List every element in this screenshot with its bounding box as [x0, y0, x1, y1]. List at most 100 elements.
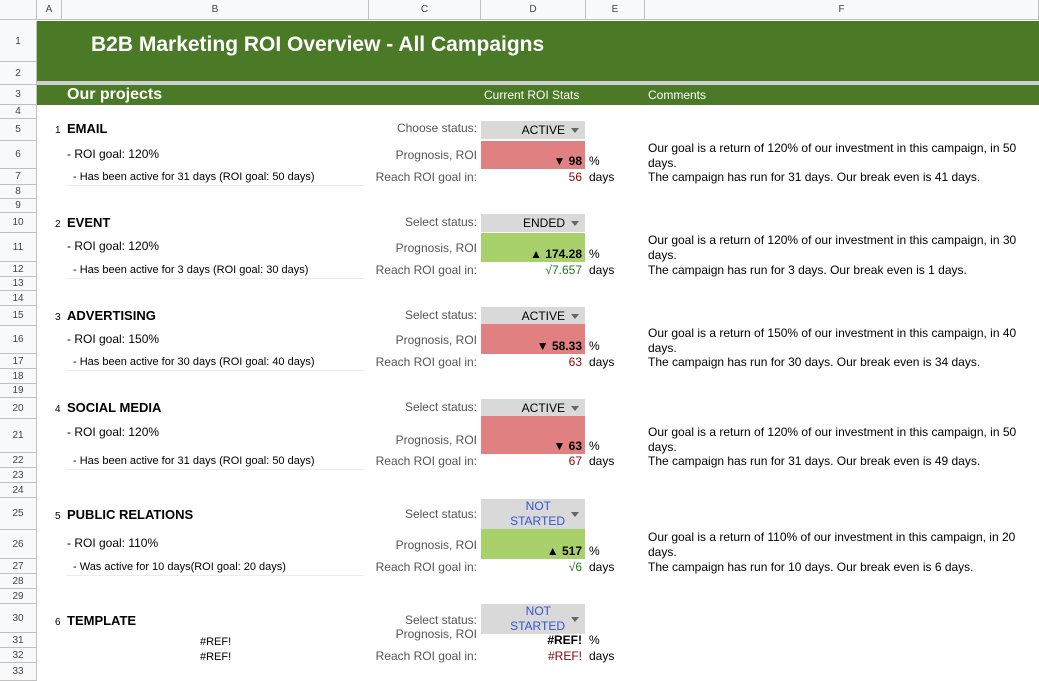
- reach-label: Reach ROI goal in:: [375, 355, 477, 369]
- chevron-down-icon: [571, 314, 579, 319]
- comment-line: days.: [648, 156, 677, 170]
- campaign-number: 2: [55, 219, 61, 230]
- reach-label: Reach ROI goal in:: [375, 649, 477, 663]
- comment-line: The campaign has run for 31 days. Our br…: [648, 170, 981, 184]
- row-divider: [66, 185, 364, 186]
- percent-unit: %: [589, 339, 600, 353]
- row-header[interactable]: 10: [0, 213, 37, 233]
- status-dropdown[interactable]: NOT STARTED: [481, 499, 585, 529]
- status-dropdown[interactable]: NOT STARTED: [481, 604, 585, 634]
- row-header[interactable]: 33: [0, 663, 37, 681]
- percent-unit: %: [589, 247, 600, 261]
- row-header[interactable]: 8: [0, 185, 37, 199]
- comment-line: days.: [648, 440, 677, 454]
- chevron-down-icon: [571, 128, 579, 133]
- row-header[interactable]: 6: [0, 141, 37, 169]
- status-label: Select status:: [404, 400, 477, 414]
- row-header[interactable]: 12: [0, 262, 37, 277]
- row-header[interactable]: 13: [0, 277, 37, 291]
- status-value-line1: NOT: [525, 604, 551, 618]
- row-header[interactable]: 27: [0, 559, 37, 574]
- col-header-f[interactable]: F: [645, 0, 1039, 20]
- comment-line: Our goal is a return of 110% of our inve…: [648, 530, 1016, 544]
- row-header[interactable]: 2: [0, 62, 37, 85]
- col-header-e[interactable]: E: [586, 0, 645, 20]
- campaign-number: 6: [55, 617, 61, 628]
- row-header[interactable]: 31: [0, 633, 37, 648]
- row-divider: [66, 278, 364, 279]
- roi-goal: - ROI goal: 120%: [67, 239, 160, 253]
- row-header[interactable]: 28: [0, 574, 37, 589]
- status-dropdown[interactable]: ACTIVE: [481, 307, 585, 325]
- chevron-down-icon: [571, 221, 579, 226]
- status-label: Select status:: [404, 613, 477, 627]
- campaign-name: PUBLIC RELATIONS: [67, 507, 194, 522]
- row-header[interactable]: 21: [0, 419, 37, 453]
- divider: [37, 81, 1039, 85]
- prognosis-label: Prognosis, ROI: [395, 538, 477, 552]
- col-header-c[interactable]: C: [369, 0, 481, 20]
- row-divider: [66, 575, 364, 576]
- row-header[interactable]: 20: [0, 398, 37, 419]
- prognosis-cell: [481, 233, 585, 262]
- row-header[interactable]: 19: [0, 384, 37, 398]
- row-header[interactable]: 11: [0, 233, 37, 262]
- campaign-name: EVENT: [67, 215, 111, 230]
- row-header[interactable]: 24: [0, 483, 37, 498]
- row-header[interactable]: 14: [0, 291, 37, 306]
- status-dropdown[interactable]: ACTIVE: [481, 121, 585, 139]
- col-header-a[interactable]: A: [37, 0, 62, 20]
- comment-line: Our goal is a return of 150% of our inve…: [648, 326, 1017, 340]
- prognosis-value: #REF!: [547, 633, 582, 647]
- prognosis-label: Prognosis, ROI: [395, 241, 477, 255]
- row-header[interactable]: 7: [0, 169, 37, 185]
- prognosis-value: ▼ 63: [553, 439, 582, 453]
- row-header[interactable]: 4: [0, 105, 37, 119]
- comment-line: Our goal is a return of 120% of our inve…: [648, 425, 1017, 439]
- select-all-corner[interactable]: [0, 0, 37, 20]
- chevron-down-icon: [571, 512, 579, 517]
- campaign-name: SOCIAL MEDIA: [67, 400, 162, 415]
- status-dropdown[interactable]: ACTIVE: [481, 399, 585, 417]
- ref-error: #REF!: [200, 636, 232, 648]
- campaign-name: ADVERTISING: [67, 308, 156, 323]
- row-header[interactable]: 23: [0, 468, 37, 483]
- row-header[interactable]: 22: [0, 453, 37, 468]
- row-header[interactable]: 1: [0, 21, 37, 62]
- reach-label: Reach ROI goal in:: [375, 263, 477, 277]
- status-dropdown[interactable]: ENDED: [481, 214, 585, 232]
- roi-goal: - ROI goal: 120%: [67, 147, 160, 161]
- row-header[interactable]: 29: [0, 589, 37, 604]
- row-header[interactable]: 17: [0, 354, 37, 369]
- comment-line: The campaign has run for 30 days. Our br…: [648, 355, 981, 369]
- percent-unit: %: [589, 633, 600, 647]
- reach-value: √6: [568, 560, 582, 574]
- status-label: Select status:: [404, 215, 477, 229]
- row-header[interactable]: 18: [0, 369, 37, 384]
- page-title: B2B Marketing ROI Overview - All Campaig…: [91, 33, 545, 56]
- comments-header: Comments: [648, 88, 707, 102]
- roi-goal: - ROI goal: 150%: [67, 332, 160, 346]
- status-value: ACTIVE: [521, 123, 565, 137]
- status-label: Select status:: [404, 507, 477, 521]
- percent-unit: %: [589, 439, 600, 453]
- row-header[interactable]: 3: [0, 85, 37, 105]
- row-header[interactable]: 9: [0, 199, 37, 213]
- comment-line: days.: [648, 545, 677, 559]
- percent-unit: %: [589, 154, 600, 168]
- campaign-number: 1: [55, 125, 61, 136]
- row-header[interactable]: 32: [0, 648, 37, 663]
- row-header[interactable]: 30: [0, 604, 37, 633]
- stats-header: Current ROI Stats: [484, 88, 580, 102]
- percent-unit: %: [589, 544, 600, 558]
- col-header-d[interactable]: D: [481, 0, 586, 20]
- row-header[interactable]: 16: [0, 326, 37, 354]
- active-days: - Was active for 10 days(ROI goal: 20 da…: [73, 561, 286, 573]
- row-header[interactable]: 25: [0, 498, 37, 530]
- campaign-number: 5: [55, 511, 61, 522]
- row-header[interactable]: 15: [0, 306, 37, 326]
- col-header-b[interactable]: B: [62, 0, 369, 20]
- row-header[interactable]: 5: [0, 119, 37, 141]
- row-header[interactable]: 26: [0, 530, 37, 559]
- reach-value: 63: [568, 355, 582, 369]
